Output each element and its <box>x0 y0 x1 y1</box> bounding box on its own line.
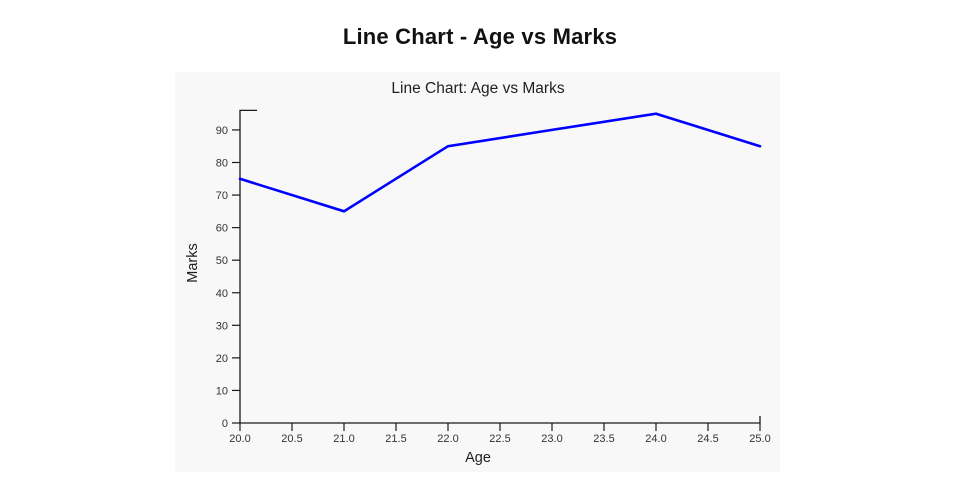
chart-panel: Line Chart: Age vs Marks 0 10 20 30 40 50 60 70 8… <box>175 72 780 472</box>
y-tick-label: 70 <box>216 190 228 202</box>
page-title: Line Chart - Age vs Marks <box>342 24 618 49</box>
x-axis-label: Age <box>465 450 491 466</box>
y-tick-label: 40 <box>216 288 228 300</box>
y-tick-label: 80 <box>216 158 228 170</box>
y-tick-label: 10 <box>216 385 228 397</box>
x-tick-label: 24.5 <box>697 433 718 445</box>
x-tick-label: 24.0 <box>645 433 666 445</box>
axis-spines <box>239 109 761 424</box>
chart-title: Line Chart: Age vs Marks <box>391 80 564 97</box>
x-tick-label: 21.5 <box>385 433 406 445</box>
y-tick-label: 90 <box>216 125 228 137</box>
x-tick-label: 22.5 <box>489 433 510 445</box>
x-tick-label: 23.0 <box>541 433 562 445</box>
y-tick-label: 50 <box>216 255 228 267</box>
x-tick-label: 21.0 <box>333 433 354 445</box>
y-axis-label: Marks <box>185 243 201 282</box>
x-tick-label: 23.5 <box>593 433 614 445</box>
x-tick-label: 22.0 <box>437 433 458 445</box>
y-tick-label: 30 <box>216 320 228 332</box>
data-line-marks <box>238 112 762 213</box>
x-tick-label: 20.0 <box>229 433 250 445</box>
x-tick-label: 25.0 <box>749 433 770 445</box>
y-tick-label: 60 <box>216 223 228 235</box>
line-chart: Line Chart: Age vs Marks 0 10 20 30 40 50 60 70 8… <box>185 80 771 466</box>
y-tick-label: 0 <box>222 418 228 430</box>
x-tick-label: 20.5 <box>281 433 302 445</box>
y-tick-label: 20 <box>216 353 228 365</box>
